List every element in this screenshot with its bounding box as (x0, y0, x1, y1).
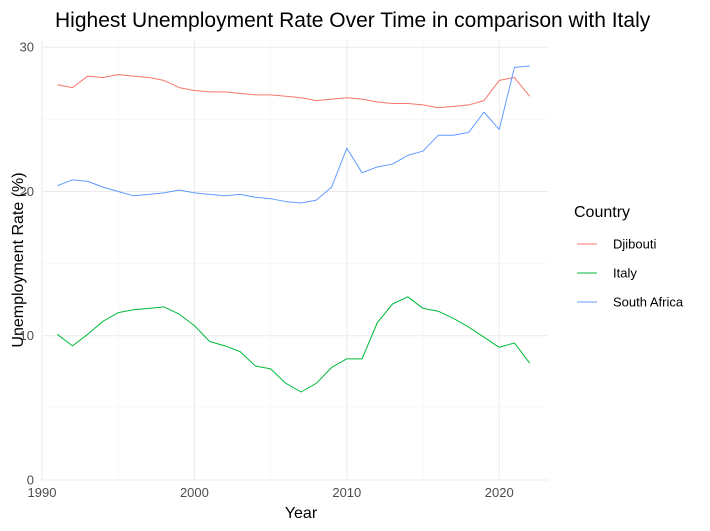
series-line-djibouti (57, 74, 531, 109)
chart-title: Highest Unemployment Rate Over Time in c… (55, 9, 651, 32)
legend-label-south-africa: South Africa (613, 295, 684, 310)
legend: Country Djibouti Italy South Africa (574, 204, 684, 310)
x-tick-label: 1990 (28, 485, 57, 500)
y-tick-label: 30 (20, 40, 34, 55)
y-tick-label: 20 (20, 184, 34, 199)
legend-label-djibouti: Djibouti (613, 237, 656, 252)
y-tick-label: 0 (27, 473, 34, 488)
y-axis-title: Unemployment Rate (%) (10, 172, 27, 347)
legend-label-italy: Italy (613, 266, 637, 281)
series-line-italy (56, 296, 531, 393)
x-tick-label: 2020 (485, 485, 514, 500)
major-gridlines (41, 40, 548, 481)
plot-panel (41, 40, 548, 481)
legend-items: Djibouti Italy South Africa (577, 237, 684, 310)
legend-title: Country (574, 204, 630, 221)
x-axis-tick-labels: 1990 2000 2010 2020 (28, 485, 514, 500)
x-axis-title: Year (285, 505, 318, 522)
minor-gridlines (42, 40, 548, 480)
series-lines (56, 65, 531, 393)
y-axis-tick-labels: 0 10 20 30 (20, 40, 34, 488)
x-tick-label: 2010 (332, 485, 361, 500)
y-tick-label: 10 (20, 328, 34, 343)
x-tick-label: 2000 (180, 485, 209, 500)
series-line-south-africa (57, 65, 530, 204)
